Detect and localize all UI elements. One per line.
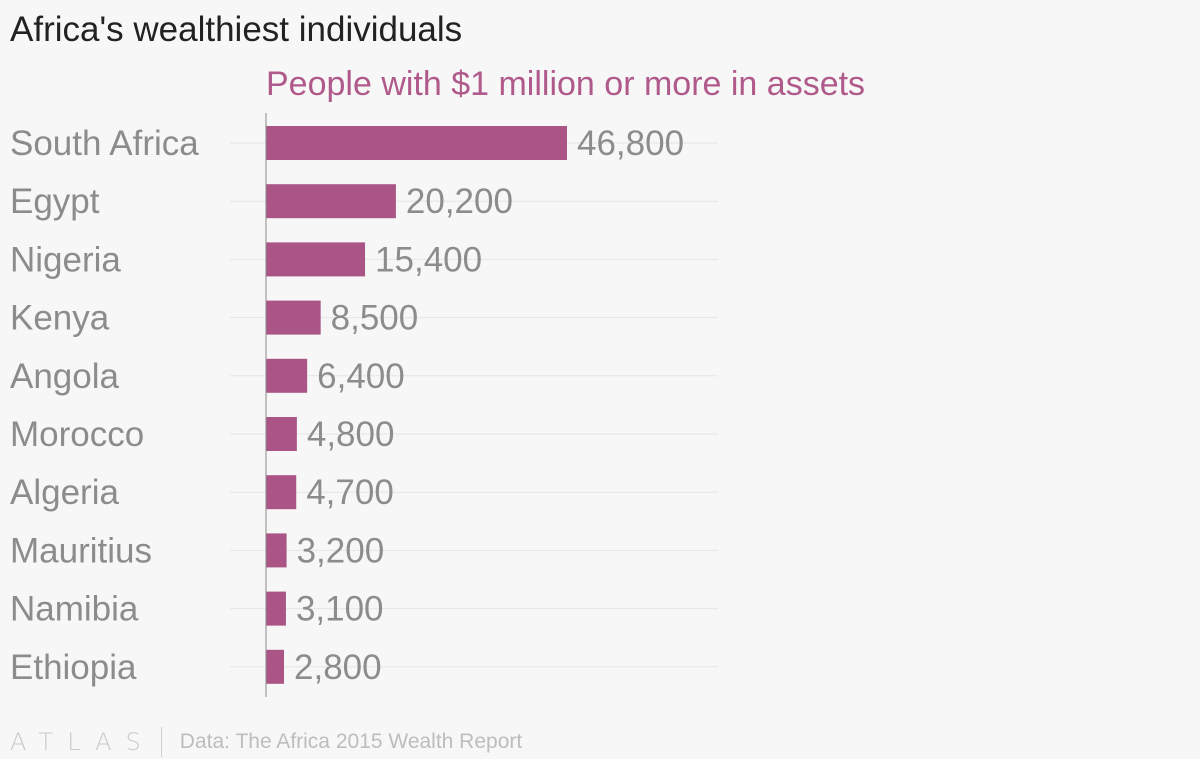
bar-morocco [266, 417, 297, 451]
bar-ethiopia [266, 649, 285, 684]
value-label: 2,800 [294, 648, 382, 687]
category-label: Namibia [10, 590, 139, 629]
footer-divider [160, 727, 162, 757]
bar-mauritius [266, 533, 287, 568]
gridlines [230, 142, 718, 668]
bar-kenya [266, 300, 321, 335]
value-label: 8,500 [331, 299, 419, 338]
bar-chart: People with $1 million or more in assets… [10, 65, 865, 697]
category-label: Ethiopia [10, 648, 137, 687]
chart-title: Africa's wealthiest individuals [10, 10, 463, 49]
labels: South Africa 46,800 Egypt 20,200 Nigeria 15,4… [10, 124, 684, 687]
value-label: 46,800 [577, 124, 684, 163]
atlas-logo: ATLAS [10, 728, 155, 756]
bars [266, 126, 567, 684]
value-label: 4,700 [306, 473, 394, 512]
category-label: Algeria [10, 473, 119, 512]
footer: ATLAS Data: The Africa 2015 Wealth Repor… [10, 726, 522, 758]
category-label: Mauritius [10, 531, 152, 570]
source-note: Data: The Africa 2015 Wealth Report [179, 730, 523, 753]
chart-subtitle: People with $1 million or more in assets [266, 65, 865, 103]
value-label: 4,800 [307, 415, 395, 454]
bar-namibia [266, 591, 286, 626]
category-label: Angola [10, 357, 120, 396]
bar-angola [266, 358, 308, 393]
category-label: Morocco [10, 415, 144, 454]
bar-algeria [266, 475, 297, 510]
bar-nigeria [266, 242, 366, 277]
value-label: 6,400 [317, 357, 405, 396]
category-label: Egypt [10, 182, 100, 221]
value-label: 15,400 [375, 240, 482, 279]
value-label: 20,200 [406, 182, 513, 221]
category-label: Kenya [10, 299, 110, 338]
value-label: 3,100 [296, 590, 384, 629]
value-label: 3,200 [297, 531, 385, 570]
bar-south-africa [266, 126, 567, 160]
category-label: Nigeria [10, 240, 121, 279]
bar-egypt [266, 184, 396, 219]
category-label: South Africa [10, 124, 199, 163]
